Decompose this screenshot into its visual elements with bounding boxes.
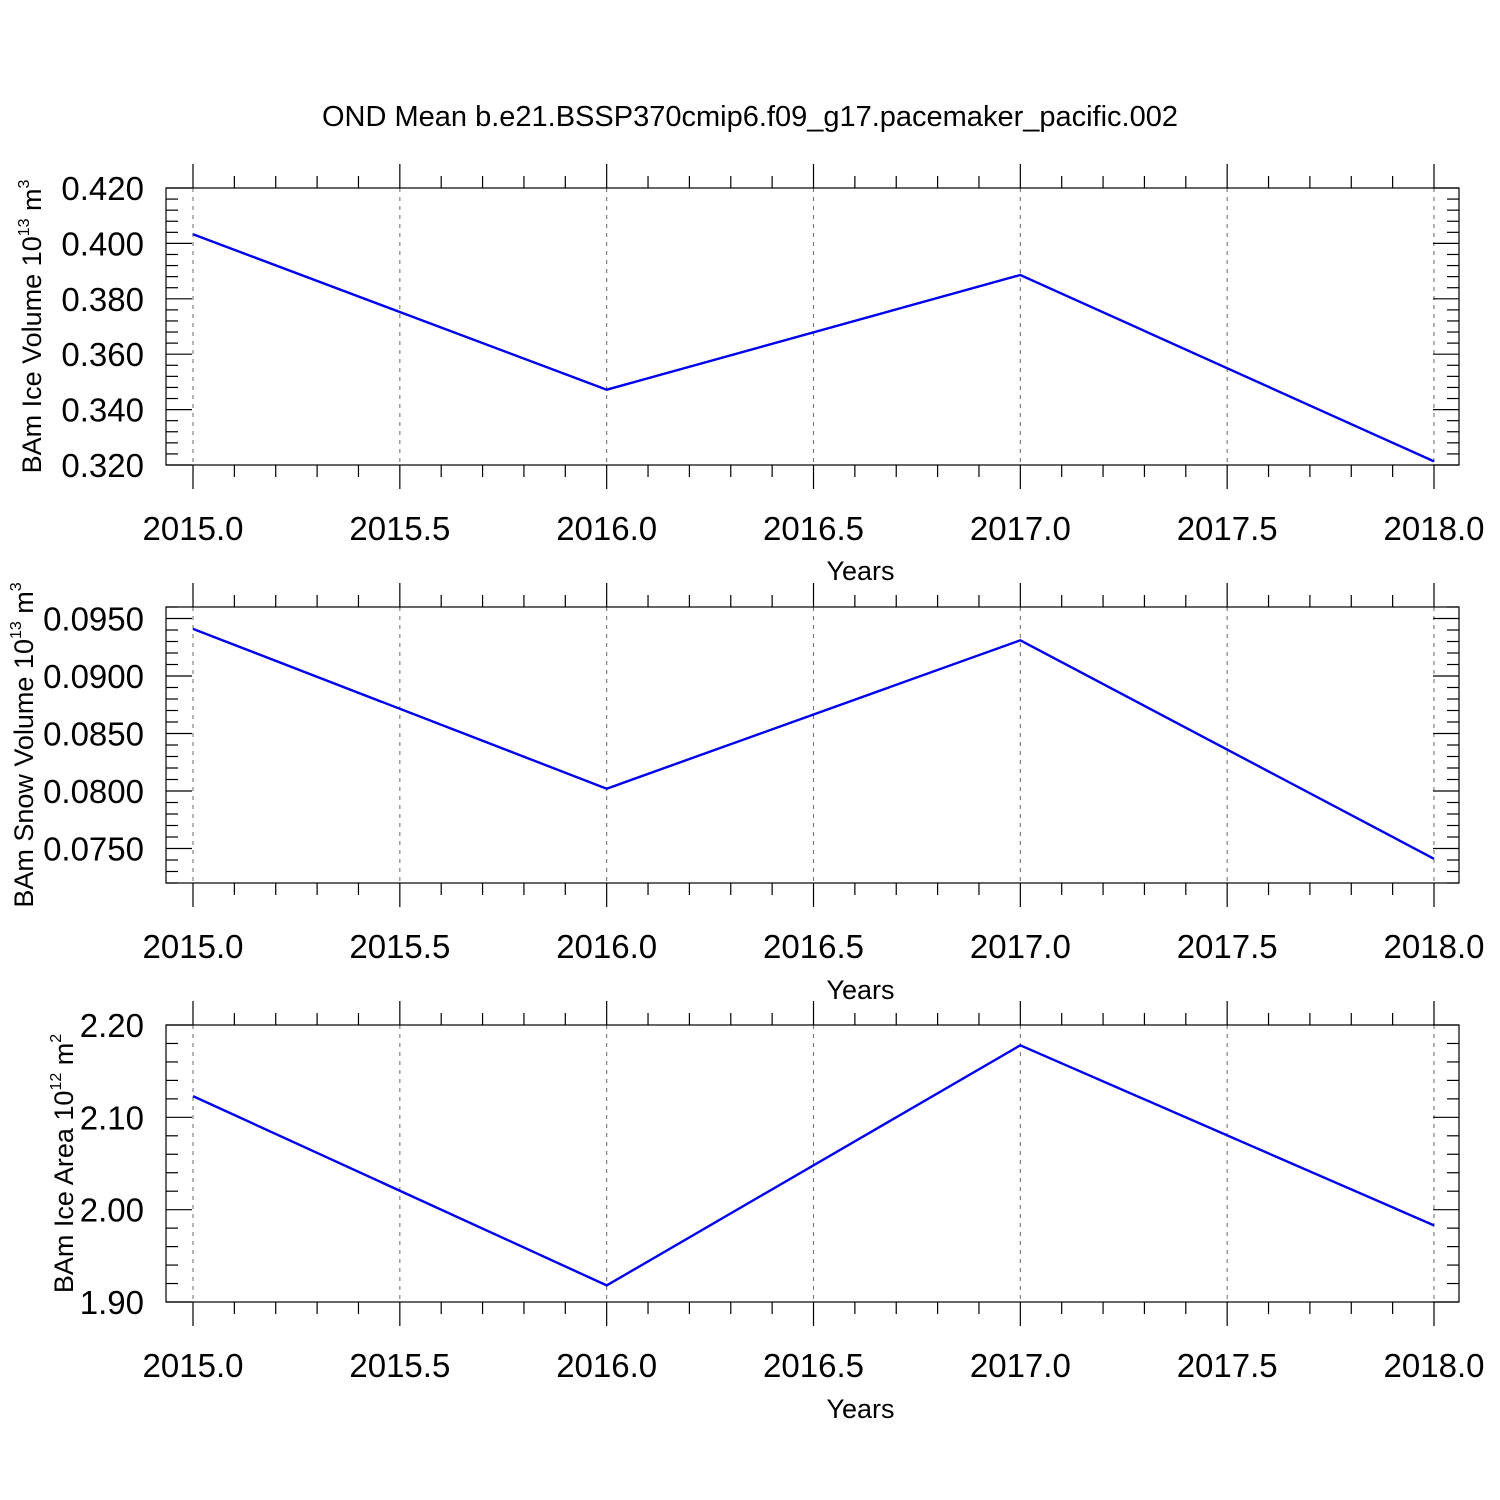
x-tick-label: 2015.5 <box>349 1347 450 1384</box>
x-tick-label: 2018.0 <box>1384 1347 1485 1384</box>
x-axis-label: Years <box>826 975 894 1005</box>
x-tick-label: 2016.5 <box>763 510 864 547</box>
y-tick-label: 0.0950 <box>43 601 144 638</box>
series-line <box>192 1043 1435 1287</box>
x-tick-label: 2018.0 <box>1384 510 1485 547</box>
x-tick-label: 2017.0 <box>970 510 1071 547</box>
series-line <box>192 627 1435 860</box>
y-tick-label: 2.00 <box>80 1192 144 1229</box>
y-tick-label: 0.400 <box>61 225 144 262</box>
panel-1: 2015.0 2015.5 2016.0 2016.5 2017.0 2017.5 2018… <box>16 164 1484 586</box>
panel-2: 2015.0 2015.5 2016.0 2016.5 2017.0 2017.5 2018… <box>8 582 1484 1005</box>
y-tick-label: 1.90 <box>80 1284 144 1321</box>
panel-3: 2015.0 2015.5 2016.0 2016.5 2017.0 2017.5 2018… <box>48 1001 1484 1424</box>
x-tick-label: 2017.0 <box>970 928 1071 965</box>
x-tick-label: 2017.5 <box>1177 510 1278 547</box>
x-tick-label: 2015.0 <box>143 1347 244 1384</box>
panels: 2015.0 2015.5 2016.0 2016.5 2017.0 2017.5 2018… <box>8 164 1484 1424</box>
x-tick-label: 2016.0 <box>556 928 657 965</box>
x-tick-label: 2017.5 <box>1177 1347 1278 1384</box>
y-axis-label: BAm Snow Volume 1013 m3 <box>8 582 39 907</box>
y-tick-label: 0.380 <box>61 281 144 318</box>
x-tick-label: 2018.0 <box>1384 928 1485 965</box>
x-tick-label: 2015.0 <box>143 928 244 965</box>
x-tick-label: 2016.0 <box>556 1347 657 1384</box>
x-tick-label: 2015.5 <box>349 510 450 547</box>
y-tick-label: 0.360 <box>61 336 144 373</box>
plot-frame <box>165 187 1460 466</box>
x-tick-label: 2016.5 <box>763 1347 864 1384</box>
chart-title: OND Mean b.e21.BSSP370cmip6.f09_g17.pace… <box>322 101 1178 133</box>
series-line <box>192 233 1435 463</box>
x-tick-label: 2017.5 <box>1177 928 1278 965</box>
plot-frame <box>165 606 1460 884</box>
y-tick-label: 0.0800 <box>43 773 144 810</box>
plot-frame <box>165 1024 1460 1303</box>
y-tick-label: 2.20 <box>80 1007 144 1044</box>
y-tick-label: 0.0900 <box>43 658 144 695</box>
x-tick-label: 2015.5 <box>349 928 450 965</box>
x-tick-label: 2017.0 <box>970 1347 1071 1384</box>
y-tick-label: 0.320 <box>61 447 144 484</box>
x-tick-label: 2016.5 <box>763 928 864 965</box>
x-axis-label: Years <box>826 1394 894 1424</box>
x-axis-label: Years <box>826 556 894 586</box>
y-tick-label: 0.0750 <box>43 831 144 868</box>
y-tick-label: 0.420 <box>61 170 144 207</box>
y-tick-label: 0.0850 <box>43 716 144 753</box>
x-tick-label: 2015.0 <box>143 510 244 547</box>
y-axis-label: BAm Ice Area 1012 m2 <box>48 1034 79 1293</box>
y-tick-label: 0.340 <box>61 392 144 429</box>
x-tick-label: 2016.0 <box>556 510 657 547</box>
y-tick-label: 2.10 <box>80 1099 144 1136</box>
y-axis-label: BAm Ice Volume 1013 m3 <box>16 179 47 473</box>
